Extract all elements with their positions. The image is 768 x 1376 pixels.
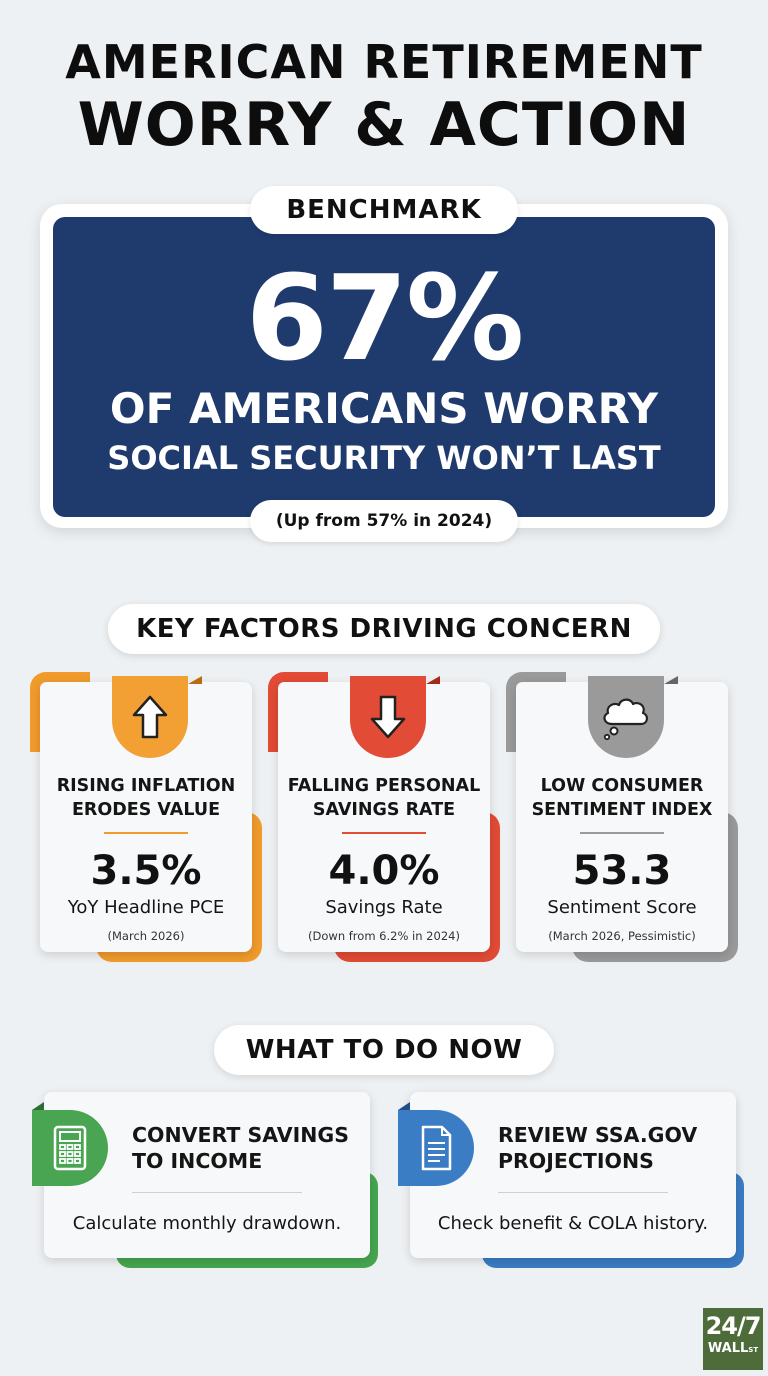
action-tab: [398, 1110, 474, 1186]
factor-value: 53.3: [572, 848, 672, 894]
badge-fold: [188, 676, 202, 684]
factor-card-body: FALLING PERSONAL SAVINGS RATE 4.0% Savin…: [278, 676, 490, 952]
benchmark-panel: [53, 217, 715, 517]
badge-fold: [664, 676, 678, 684]
factor-note: (March 2026): [107, 929, 185, 943]
action-heading-line-2: PROJECTIONS: [498, 1149, 654, 1173]
factor-label: Sentiment Score: [547, 897, 697, 918]
factor-badge: [112, 676, 188, 758]
benchmark-line-2: SOCIAL SECURITY WON’T LAST: [107, 439, 661, 477]
tab-fold: [398, 1102, 410, 1110]
action-tab: [32, 1110, 108, 1186]
thought-cloud-icon: [603, 698, 648, 741]
title-line-2: WORRY & ACTION: [77, 90, 691, 160]
factors-heading: KEY FACTORS DRIVING CONCERN: [108, 604, 660, 654]
action-heading-line-2: TO INCOME: [132, 1149, 263, 1173]
factor-badge: [350, 676, 426, 758]
tab-fold: [32, 1102, 44, 1110]
document-icon: [421, 1125, 452, 1171]
arrow-down-icon: [370, 695, 406, 739]
benchmark-value: 67%: [245, 249, 524, 387]
factor-badge: [588, 676, 664, 758]
logo-line-1: 24/7: [705, 1312, 762, 1340]
divider: [132, 1192, 302, 1193]
calculator-icon: [53, 1125, 87, 1171]
factor-label: Savings Rate: [325, 897, 443, 918]
action-heading: REVIEW SSA.GOV PROJECTIONS: [498, 1122, 734, 1174]
benchmark-line-1: OF AMERICANS WORRY: [109, 384, 659, 433]
action-text: Calculate monthly drawdown.: [72, 1213, 342, 1234]
factor-card-body: LOW CONSUMER SENTIMENT INDEX 53.3 Sentim…: [516, 676, 728, 952]
benchmark-note: (Up from 57% in 2024): [250, 500, 518, 542]
factor-value: 3.5%: [90, 848, 202, 894]
factor-note: (March 2026, Pessimistic): [548, 929, 696, 943]
factor-heading-line-1: LOW CONSUMER: [540, 776, 704, 796]
card-accent-border: [30, 672, 90, 752]
factor-card-sentiment: LOW CONSUMER SENTIMENT INDEX 53.3 Sentim…: [506, 672, 746, 964]
factor-heading-line-1: FALLING PERSONAL: [287, 776, 481, 796]
divider: [342, 832, 426, 834]
factor-card-savings: FALLING PERSONAL SAVINGS RATE 4.0% Savin…: [268, 672, 508, 964]
factor-heading-line-2: SENTIMENT INDEX: [531, 800, 713, 820]
factor-heading: LOW CONSUMER SENTIMENT INDEX: [516, 774, 728, 822]
action-card-review-ssa: REVIEW SSA.GOV PROJECTIONS Check benefit…: [398, 1092, 746, 1272]
factor-card-body: RISING INFLATION ERODES VALUE 3.5% YoY H…: [40, 676, 252, 952]
factor-heading: RISING INFLATION ERODES VALUE: [40, 774, 252, 822]
brand-logo: 24/7 WALLST: [703, 1308, 763, 1370]
divider: [104, 832, 188, 834]
benchmark-tag: BENCHMARK: [250, 186, 518, 234]
logo-st: ST: [748, 1346, 759, 1354]
action-card-body: CONVERT SAVINGS TO INCOME Calculate mont…: [32, 1092, 370, 1258]
factor-heading-line-2: SAVINGS RATE: [312, 800, 456, 820]
action-card-convert-savings: CONVERT SAVINGS TO INCOME Calculate mont…: [32, 1092, 380, 1272]
factor-heading-line-2: ERODES VALUE: [71, 800, 221, 820]
logo-line-2: WALLST: [703, 1340, 763, 1359]
action-heading-line-1: CONVERT SAVINGS: [132, 1123, 349, 1147]
factor-heading-line-1: RISING INFLATION: [56, 776, 236, 796]
factor-heading: FALLING PERSONAL SAVINGS RATE: [278, 774, 490, 822]
factor-note: (Down from 6.2% in 2024): [308, 929, 460, 943]
badge-fold: [426, 676, 440, 684]
card-accent-border: [268, 672, 328, 752]
action-text: Check benefit & COLA history.: [437, 1213, 709, 1234]
todo-heading: WHAT TO DO NOW: [214, 1025, 554, 1075]
factor-card-inflation: RISING INFLATION ERODES VALUE 3.5% YoY H…: [30, 672, 270, 964]
action-card-body: REVIEW SSA.GOV PROJECTIONS Check benefit…: [398, 1092, 736, 1258]
page-title: AMERICAN RETIREMENT WORRY & ACTION: [0, 34, 768, 160]
action-heading-line-1: REVIEW SSA.GOV: [498, 1123, 698, 1147]
arrow-up-icon: [132, 695, 168, 739]
factor-value: 4.0%: [328, 848, 440, 894]
card-accent-border: [506, 672, 566, 752]
divider: [580, 832, 664, 834]
title-line-1: AMERICAN RETIREMENT: [65, 35, 703, 89]
logo-wall: WALL: [707, 1341, 749, 1356]
factor-label: YoY Headline PCE: [67, 897, 225, 918]
action-heading: CONVERT SAVINGS TO INCOME: [132, 1122, 368, 1174]
divider: [498, 1192, 668, 1193]
